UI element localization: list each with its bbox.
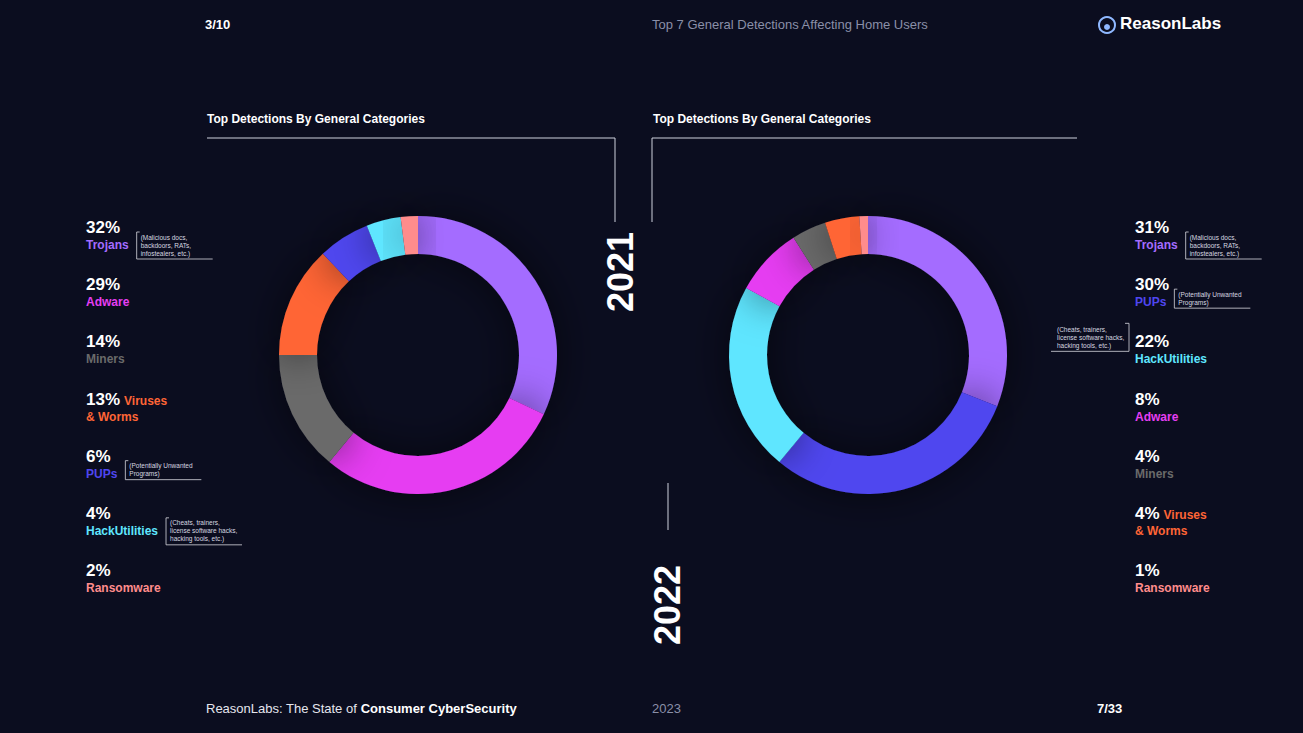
svg-text:Top 7 General Detections Affec: Top 7 General Detections Affecting Home … (652, 17, 928, 32)
svg-text:4%: 4% (1135, 504, 1160, 523)
svg-text:Top Detections By General Cate: Top Detections By General Categories (653, 112, 871, 126)
svg-text:Adware: Adware (86, 295, 130, 309)
svg-text:infostealers, etc.): infostealers, etc.) (141, 250, 191, 258)
svg-text:license software hacks,: license software hacks, (170, 527, 239, 534)
svg-text:1%: 1% (1135, 561, 1160, 580)
svg-text:Programs): Programs) (129, 470, 159, 478)
svg-text:Ransomware: Ransomware (86, 581, 161, 595)
svg-text:HackUtilities: HackUtilities (86, 524, 158, 538)
svg-text:Adware: Adware (1135, 410, 1179, 424)
svg-text:Viruses: Viruses (124, 394, 167, 408)
svg-text:2%: 2% (86, 561, 111, 580)
svg-text:license software hacks,: license software hacks, (1057, 334, 1126, 341)
svg-text:hacking tools, etc.): hacking tools, etc.) (170, 535, 224, 543)
svg-text:31%: 31% (1135, 218, 1169, 237)
svg-text:(Cheats, trainers,: (Cheats, trainers, (170, 519, 222, 527)
svg-text:4%: 4% (1135, 447, 1160, 466)
svg-text:4%: 4% (86, 504, 111, 523)
svg-text:Programs): Programs) (1178, 299, 1208, 307)
svg-text:2021: 2021 (600, 232, 641, 312)
svg-text:13%: 13% (86, 390, 120, 409)
svg-text:30%: 30% (1135, 275, 1169, 294)
svg-text:(Cheats, trainers,: (Cheats, trainers, (1057, 326, 1109, 334)
svg-text:Top Detections By General Cate: Top Detections By General Categories (207, 112, 425, 126)
svg-text:infostealers, etc.): infostealers, etc.) (1190, 250, 1240, 258)
svg-text:Trojans: Trojans (86, 238, 129, 252)
svg-text:ReasonLabs: ReasonLabs (1120, 14, 1221, 33)
svg-text:7/33: 7/33 (1097, 701, 1122, 716)
svg-text:2022: 2022 (647, 565, 688, 645)
svg-text:Ransomware: Ransomware (1135, 581, 1210, 595)
svg-text:Miners: Miners (86, 352, 125, 366)
svg-text:Trojans: Trojans (1135, 238, 1178, 252)
svg-text:backdoors, RATs,: backdoors, RATs, (1190, 242, 1242, 249)
svg-text:Consumer CyberSecurity: Consumer CyberSecurity (361, 701, 518, 716)
svg-text:(Potentially Unwanted: (Potentially Unwanted (129, 462, 194, 470)
svg-text:Viruses: Viruses (1164, 508, 1207, 522)
svg-text:8%: 8% (1135, 390, 1160, 409)
svg-text:Miners: Miners (1135, 467, 1174, 481)
svg-text:(Potentially Unwanted: (Potentially Unwanted (1178, 291, 1243, 299)
svg-text:PUPs: PUPs (1135, 295, 1167, 309)
svg-text:3/10: 3/10 (205, 17, 230, 32)
svg-text:6%: 6% (86, 447, 111, 466)
svg-text:14%: 14% (86, 332, 120, 351)
svg-text:& Worms: & Worms (1135, 524, 1188, 538)
svg-text:2023: 2023 (652, 701, 681, 716)
svg-text:(Malicious docs,: (Malicious docs, (141, 234, 189, 242)
svg-text:hacking tools, etc.): hacking tools, etc.) (1057, 342, 1111, 350)
svg-text:22%: 22% (1135, 332, 1169, 351)
svg-text:& Worms: & Worms (86, 410, 139, 424)
svg-text:(Malicious docs,: (Malicious docs, (1190, 234, 1238, 242)
svg-text:ReasonLabs: The State of: ReasonLabs: The State of (206, 701, 360, 716)
svg-text:29%: 29% (86, 275, 120, 294)
svg-text:PUPs: PUPs (86, 467, 118, 481)
svg-text:HackUtilities: HackUtilities (1135, 352, 1207, 366)
svg-text:32%: 32% (86, 218, 120, 237)
svg-text:backdoors, RATs,: backdoors, RATs, (141, 242, 193, 249)
